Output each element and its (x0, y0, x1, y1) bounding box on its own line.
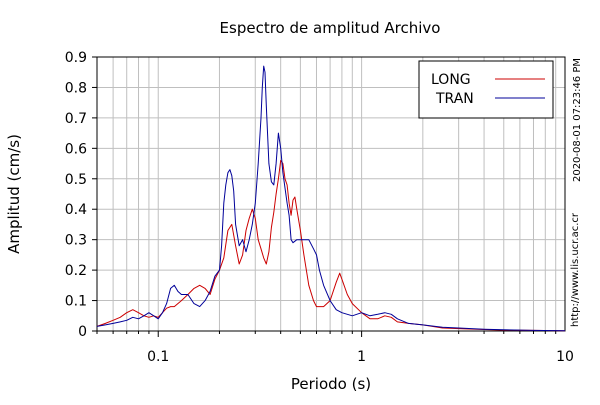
x-tick-label: 1 (357, 349, 366, 365)
y-tick-label: 0.4 (65, 202, 87, 218)
x-tick-label: 0.1 (147, 349, 169, 365)
y-tick-label: 0.9 (65, 50, 87, 66)
series-group (96, 65, 566, 332)
grid (96, 56, 565, 332)
y-tick-label: 0.7 (65, 111, 87, 127)
y-axis: 0 0.1 0.2 0.3 0.4 0.5 0.6 0.7 0.8 0.9 (65, 50, 97, 340)
y-tick-label: 0.5 (65, 172, 87, 188)
y-tick-label: 0.1 (65, 294, 87, 310)
x-axis: 0.1 1 10 (96, 331, 574, 365)
source-url-label: http://www.lis.ucr.ac.cr (570, 212, 581, 327)
y-tick-label: 0.8 (65, 80, 87, 96)
y-tick-label: 0 (78, 324, 87, 340)
y-tick-label: 0.6 (65, 141, 87, 157)
y-tick-label: 0.2 (65, 263, 87, 279)
x-tick-label: 10 (556, 349, 574, 365)
series-line-tran (96, 65, 566, 332)
legend-box (418, 60, 554, 119)
plot-frame (96, 56, 566, 332)
x-axis-label: Periodo (s) (291, 375, 371, 393)
y-axis-label: Amplitud (cm/s) (5, 134, 23, 254)
legend-label-long: LONG (431, 72, 471, 88)
chart-title: Espectro de amplitud Archivo (220, 19, 441, 37)
legend: LONG TRAN (418, 60, 554, 119)
series-line-long (96, 160, 566, 332)
legend-label-tran: TRAN (435, 91, 474, 107)
y-tick-label: 0.3 (65, 233, 87, 249)
timestamp-label: 2020-08-01 07:23:46 PM (572, 58, 583, 182)
